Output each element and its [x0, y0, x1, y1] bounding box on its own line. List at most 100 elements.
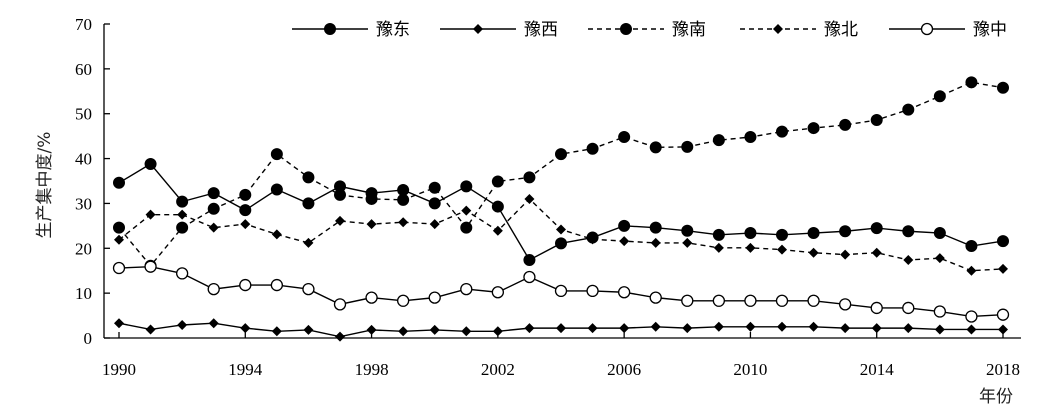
series-2-point	[177, 319, 188, 330]
series-1-point	[270, 183, 283, 196]
series-5-point	[396, 294, 410, 307]
series-2-point	[777, 321, 787, 332]
series-1-point	[144, 157, 157, 170]
series-2-point	[871, 323, 882, 334]
series-1-point	[744, 227, 757, 240]
series-1-point	[491, 200, 504, 213]
legend-item-2: 豫西	[440, 20, 558, 40]
series-2	[114, 318, 1008, 342]
y-axis-title: 生产集中度/%	[35, 132, 55, 239]
series-4-point	[114, 234, 124, 245]
series-4-point	[492, 225, 503, 236]
series-2-point	[208, 318, 219, 329]
series-1-point	[870, 222, 883, 235]
series-4-point	[871, 247, 882, 258]
series-3-point	[239, 188, 252, 201]
series-4-point	[524, 193, 535, 204]
series-5-point	[838, 298, 852, 311]
series-2-point	[745, 321, 756, 332]
series-3-point	[428, 181, 441, 194]
series-5-point	[586, 284, 599, 298]
series-4-point	[240, 219, 251, 230]
series-5-point	[333, 298, 347, 311]
series-2-point	[966, 324, 977, 335]
series-1-point	[428, 197, 441, 210]
series-1-point	[618, 219, 631, 232]
series-2-point	[429, 324, 440, 335]
legend-item-5: 豫中	[889, 20, 1007, 40]
series-2-point	[840, 323, 851, 334]
series-2-point	[398, 326, 409, 337]
series-4-point	[745, 242, 756, 253]
series-layer	[112, 76, 1010, 342]
series-3-point	[649, 141, 662, 154]
series-4-point	[208, 222, 219, 233]
series-4-point	[461, 205, 472, 216]
y-tick-label: 50	[75, 105, 92, 124]
series-4	[114, 193, 1008, 276]
series-4-point	[556, 224, 566, 235]
series-1-point	[555, 237, 567, 250]
series-2-point	[145, 324, 156, 335]
series-2-point	[587, 323, 598, 334]
series-1-point	[460, 180, 473, 193]
legend: 豫东 豫西 豫南 豫北 豫中	[292, 20, 1007, 40]
series-1-point	[997, 235, 1009, 248]
series-3-point	[523, 171, 536, 184]
series-1-point	[933, 227, 946, 240]
y-tick-label: 60	[75, 60, 92, 79]
legend-item-4-swatch-marker	[773, 24, 783, 34]
series-4-point	[777, 244, 787, 255]
series-3-point	[839, 118, 852, 131]
series-3-point	[302, 171, 315, 184]
legend-item-5-label: 豫中	[973, 20, 1007, 40]
series-2-point	[492, 326, 503, 337]
y-tick-label: 20	[75, 239, 92, 258]
series-2-point	[808, 321, 819, 332]
series-3-point	[334, 188, 346, 201]
x-axis-title: 年份	[979, 387, 1013, 407]
series-2-point	[713, 321, 724, 332]
series-5-point	[902, 301, 915, 315]
series-5-point	[649, 291, 662, 304]
series-3-point	[681, 140, 694, 153]
series-2-point	[556, 323, 566, 334]
series-1-point	[649, 221, 662, 234]
series-5-point	[365, 291, 378, 304]
series-3-point	[807, 122, 820, 135]
series-5-point	[681, 294, 694, 307]
series-5-point	[428, 291, 441, 304]
series-1-point	[113, 176, 125, 189]
series-2-point	[240, 323, 251, 334]
series-5-point	[460, 282, 473, 296]
series-3-point	[176, 221, 189, 234]
series-3-point	[397, 193, 410, 206]
series-3-point	[555, 148, 567, 161]
legend-item-4: 豫北	[740, 20, 858, 40]
series-5-point	[523, 270, 536, 284]
series-1-point	[397, 183, 410, 196]
series-3-point	[997, 81, 1009, 94]
series-3-point	[965, 76, 978, 89]
series-5-point	[870, 301, 883, 315]
series-4-point	[303, 237, 314, 248]
series-3-point	[113, 221, 125, 234]
series-4-point	[682, 237, 693, 248]
x-tick-label: 1994	[228, 360, 263, 379]
series-4-line	[118, 197, 1004, 272]
series-1-point	[681, 224, 694, 237]
series-5-point	[775, 294, 789, 307]
x-tick-label: 2010	[733, 360, 767, 379]
x-tick-label: 1990	[102, 360, 136, 379]
legend-item-3-swatch-marker	[620, 23, 632, 35]
series-3-line	[118, 81, 1004, 267]
series-5	[112, 260, 1010, 323]
series-2-point	[619, 323, 630, 334]
series-5-point	[207, 282, 220, 296]
series-1-point	[807, 227, 820, 240]
series-1-point	[712, 228, 725, 241]
series-5-point	[554, 284, 568, 298]
series-3-point	[365, 192, 378, 205]
series-5-point	[744, 294, 757, 307]
